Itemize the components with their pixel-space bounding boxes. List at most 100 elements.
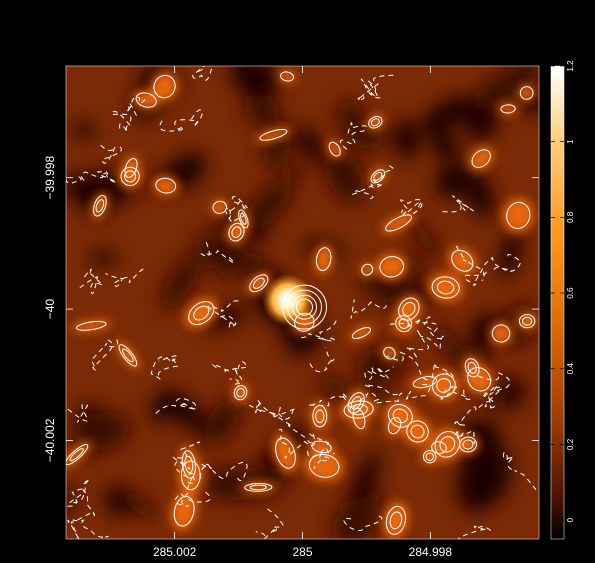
contour-positive: [370, 169, 386, 184]
contour-peak: [296, 298, 313, 316]
contour-negative: [105, 268, 144, 287]
colorbar-tick-label: 1: [566, 139, 575, 144]
noise-peak: [381, 212, 416, 234]
contour-positive-inner: [402, 302, 416, 317]
noise-peak: [116, 341, 140, 370]
contour-positive: [294, 312, 315, 332]
contour-negative: [400, 199, 423, 216]
contour-positive-inner: [184, 455, 194, 474]
contour-negative: [454, 385, 498, 427]
noise-trough: [393, 119, 420, 159]
colorbar-ticks: 0 0.2 0.4 0.6 0.8 1 1.2: [551, 60, 575, 522]
noise-trough: [336, 100, 362, 127]
contour-negative: [405, 329, 446, 362]
contour-positive: [434, 431, 461, 458]
noise-trough: [349, 451, 381, 506]
contour-negative: [126, 96, 146, 118]
contour-positive: [412, 376, 438, 389]
contour-positive-inner: [373, 171, 383, 181]
contour-positive: [280, 71, 295, 82]
contour-negative: [457, 525, 492, 539]
noise-trough: [243, 253, 265, 273]
contour-positive: [385, 214, 412, 232]
x-tick-label: 285: [292, 545, 312, 559]
contour-positive-inner: [69, 448, 84, 462]
heatmap-image: [66, 66, 539, 539]
contour-positive: [153, 74, 176, 99]
noise-trough: [498, 228, 522, 279]
contour-negative: [387, 316, 439, 333]
contour-negative: [343, 515, 383, 532]
contour-negative: [150, 355, 179, 380]
contour-positive: [431, 441, 447, 455]
contour-positive: [467, 366, 492, 392]
contour-positive: [120, 166, 140, 186]
contour-positive: [422, 450, 437, 464]
noise-peak: [66, 441, 92, 469]
noise-trough: [202, 466, 254, 501]
contour-positive: [351, 327, 372, 340]
contour-negative: [77, 268, 103, 295]
contour-positive-inner: [124, 170, 137, 183]
noise-trough: [120, 489, 156, 519]
contour-positive-inner: [122, 348, 134, 363]
contour-negative: [364, 366, 394, 380]
noise-trough: [430, 134, 462, 160]
contour-negative: [207, 300, 243, 329]
contour-positive: [249, 274, 269, 293]
noise-peak: [327, 140, 343, 159]
contour-peak: [282, 284, 327, 330]
noise-peak: [255, 127, 292, 142]
contour-positive: [519, 86, 534, 100]
noise-peak: [448, 246, 477, 275]
contour-positive: [155, 177, 177, 194]
y-tick-label: −40: [43, 299, 57, 320]
contour-negative: [350, 299, 387, 319]
contour-positive-inner: [193, 305, 210, 321]
contour-positive-inner: [467, 361, 477, 374]
contour-negative: [453, 429, 475, 445]
contour-positive: [343, 400, 374, 419]
contour-positive: [228, 222, 245, 242]
contour-positive: [491, 324, 511, 343]
colorbar-tick-label: 1.2: [566, 60, 575, 72]
noise-trough: [244, 91, 279, 127]
contour-positive-inner: [252, 277, 265, 289]
noise-peak: [184, 297, 219, 329]
noise-trough: [435, 322, 466, 370]
contour-negative: [456, 245, 485, 281]
noise-trough: [282, 166, 305, 181]
noise-trough: [420, 96, 474, 135]
noise-peak: [272, 432, 299, 474]
noise-peak: [468, 146, 494, 171]
contour-positive: [431, 276, 460, 299]
contour-positive: [315, 247, 332, 271]
contour-positive-inner: [392, 408, 409, 424]
noise-trough: [407, 215, 441, 260]
contour-negative: [66, 176, 82, 184]
contour-negative: [67, 488, 96, 539]
noise-trough: [456, 447, 511, 500]
peak-source: [262, 274, 314, 326]
contour-positive: [361, 263, 374, 276]
contour-negative: [155, 397, 198, 414]
contour-negative: [225, 196, 248, 215]
contour-positive-inner: [410, 424, 425, 439]
colorbar-tick-label: 0.2: [566, 438, 575, 450]
contour-negative: [278, 428, 335, 459]
contour-positive: [387, 404, 413, 428]
colorbar-tick-label: 0: [566, 517, 575, 522]
colorbar: 0 0.2 0.4 0.6 0.8 1 1.2: [550, 60, 575, 540]
noise-trough: [319, 375, 348, 400]
noise-peak: [345, 389, 367, 417]
contour-positive: [259, 129, 288, 141]
contour-positive-inner: [249, 484, 267, 491]
noise-trough: [505, 383, 523, 411]
contour-positive: [398, 297, 420, 321]
contour-negative: [442, 195, 474, 213]
contour-negative: [386, 351, 454, 381]
contour-positive: [500, 104, 516, 114]
contour-positive: [173, 495, 195, 527]
contour-negative: [66, 479, 91, 507]
